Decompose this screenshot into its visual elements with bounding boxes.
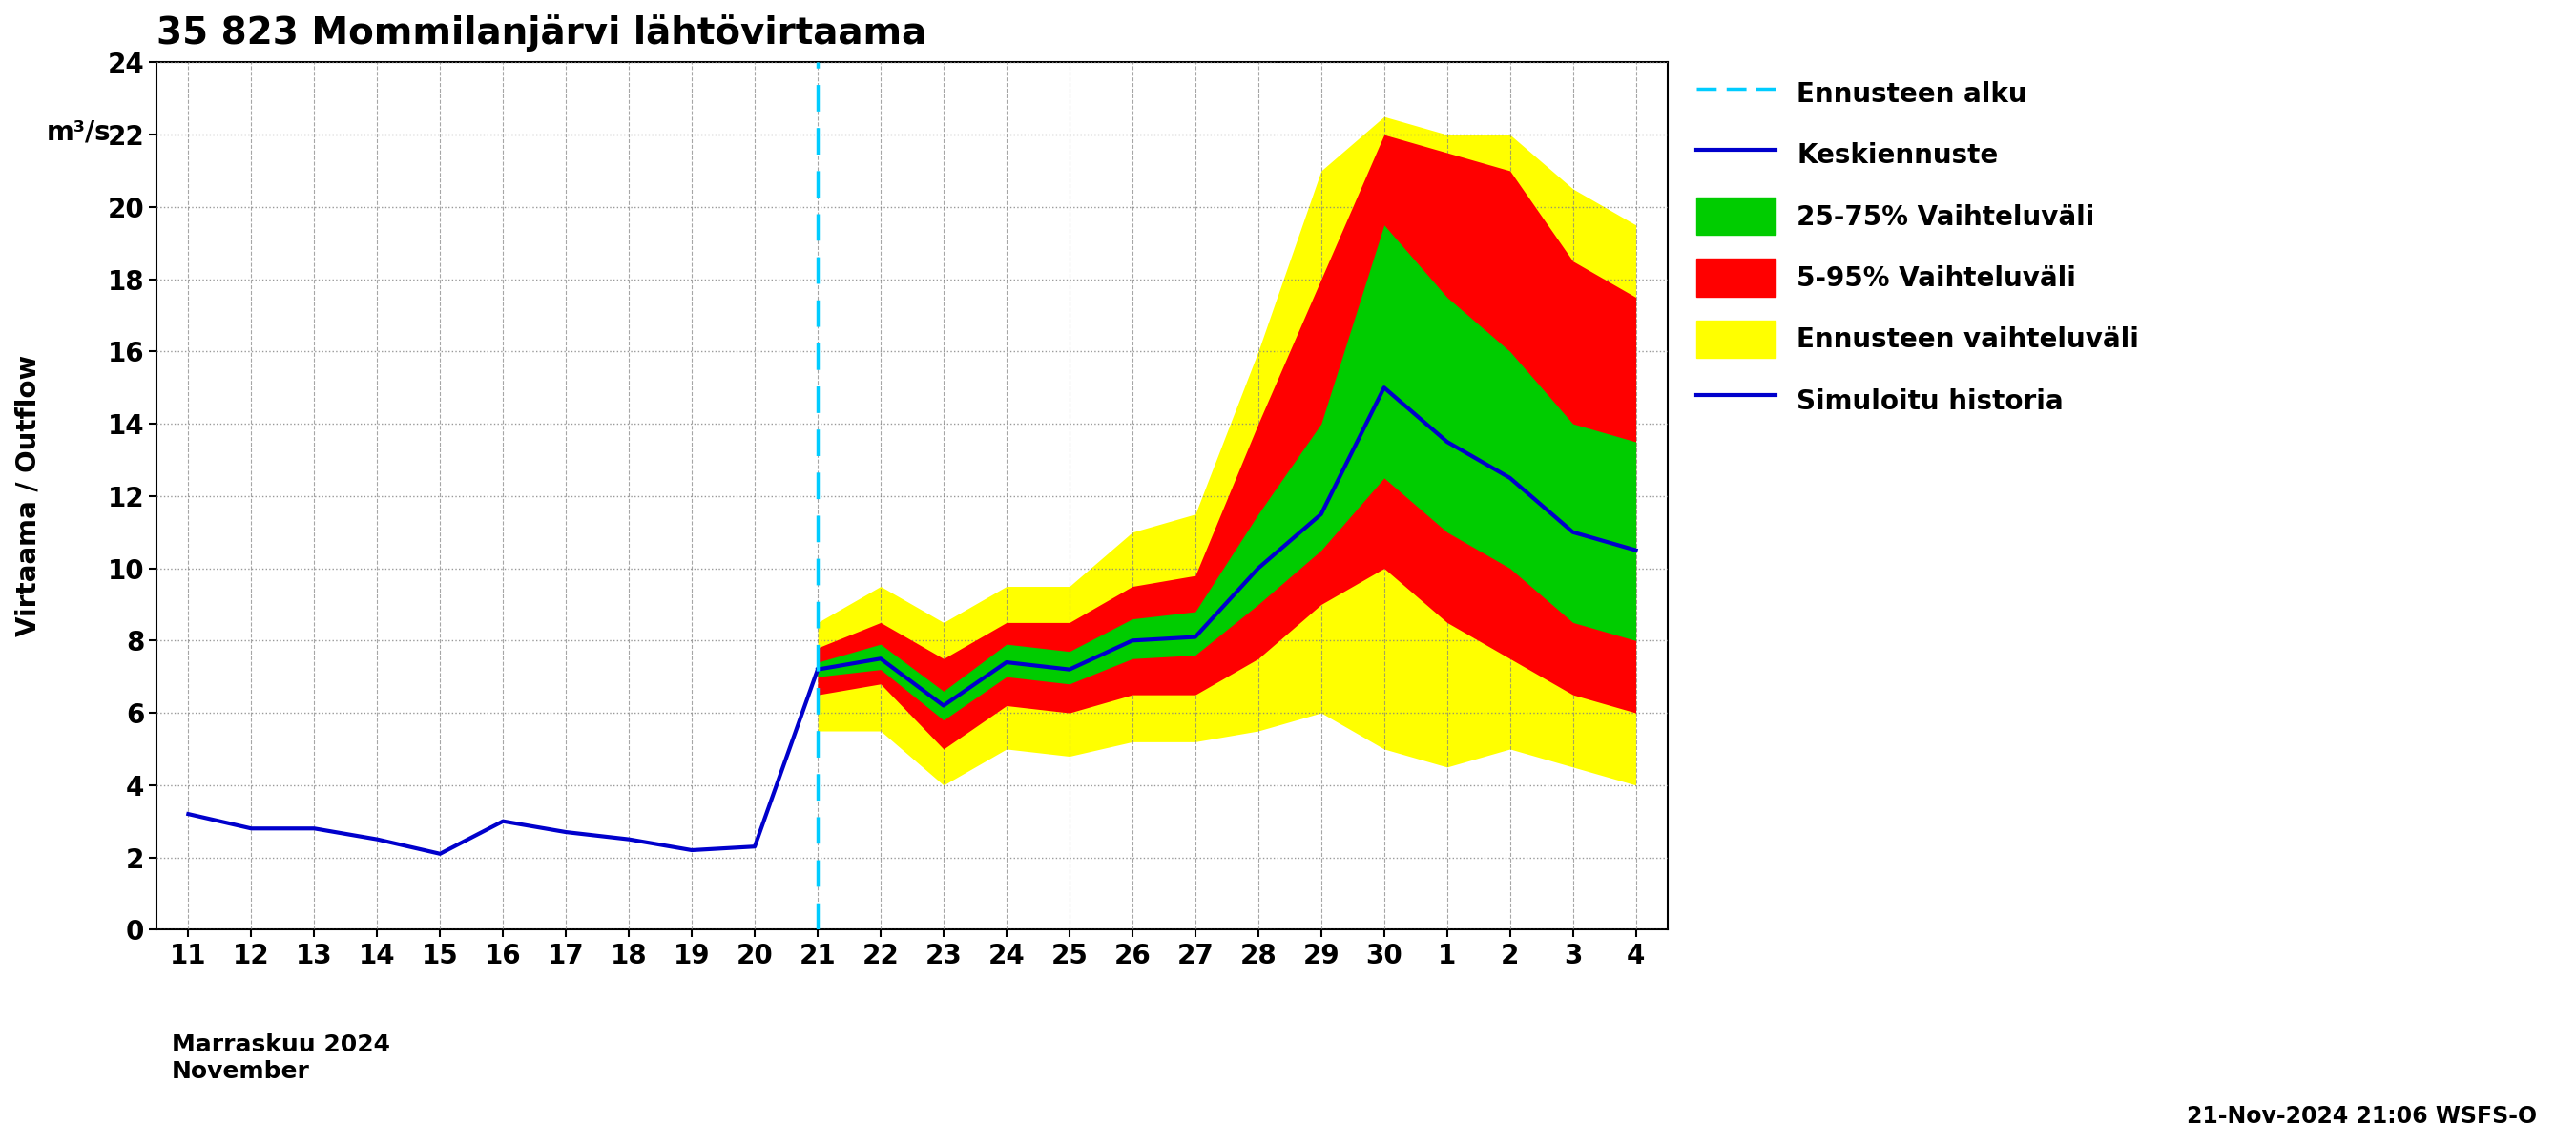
- Text: 35 823 Mommilanjärvi lähtövirtaama: 35 823 Mommilanjärvi lähtövirtaama: [157, 14, 927, 52]
- Legend: Ennusteen alku, Keskiennuste, 25-75% Vaihteluväli, 5-95% Vaihteluväli, Ennusteen: Ennusteen alku, Keskiennuste, 25-75% Vai…: [1687, 66, 2148, 427]
- Text: Marraskuu 2024
November: Marraskuu 2024 November: [173, 1034, 392, 1083]
- Text: 21-Nov-2024 21:06 WSFS-O: 21-Nov-2024 21:06 WSFS-O: [2187, 1105, 2537, 1128]
- Y-axis label: Virtaama / Outflow: Virtaama / Outflow: [15, 355, 41, 637]
- Text: m³/s: m³/s: [46, 118, 111, 145]
